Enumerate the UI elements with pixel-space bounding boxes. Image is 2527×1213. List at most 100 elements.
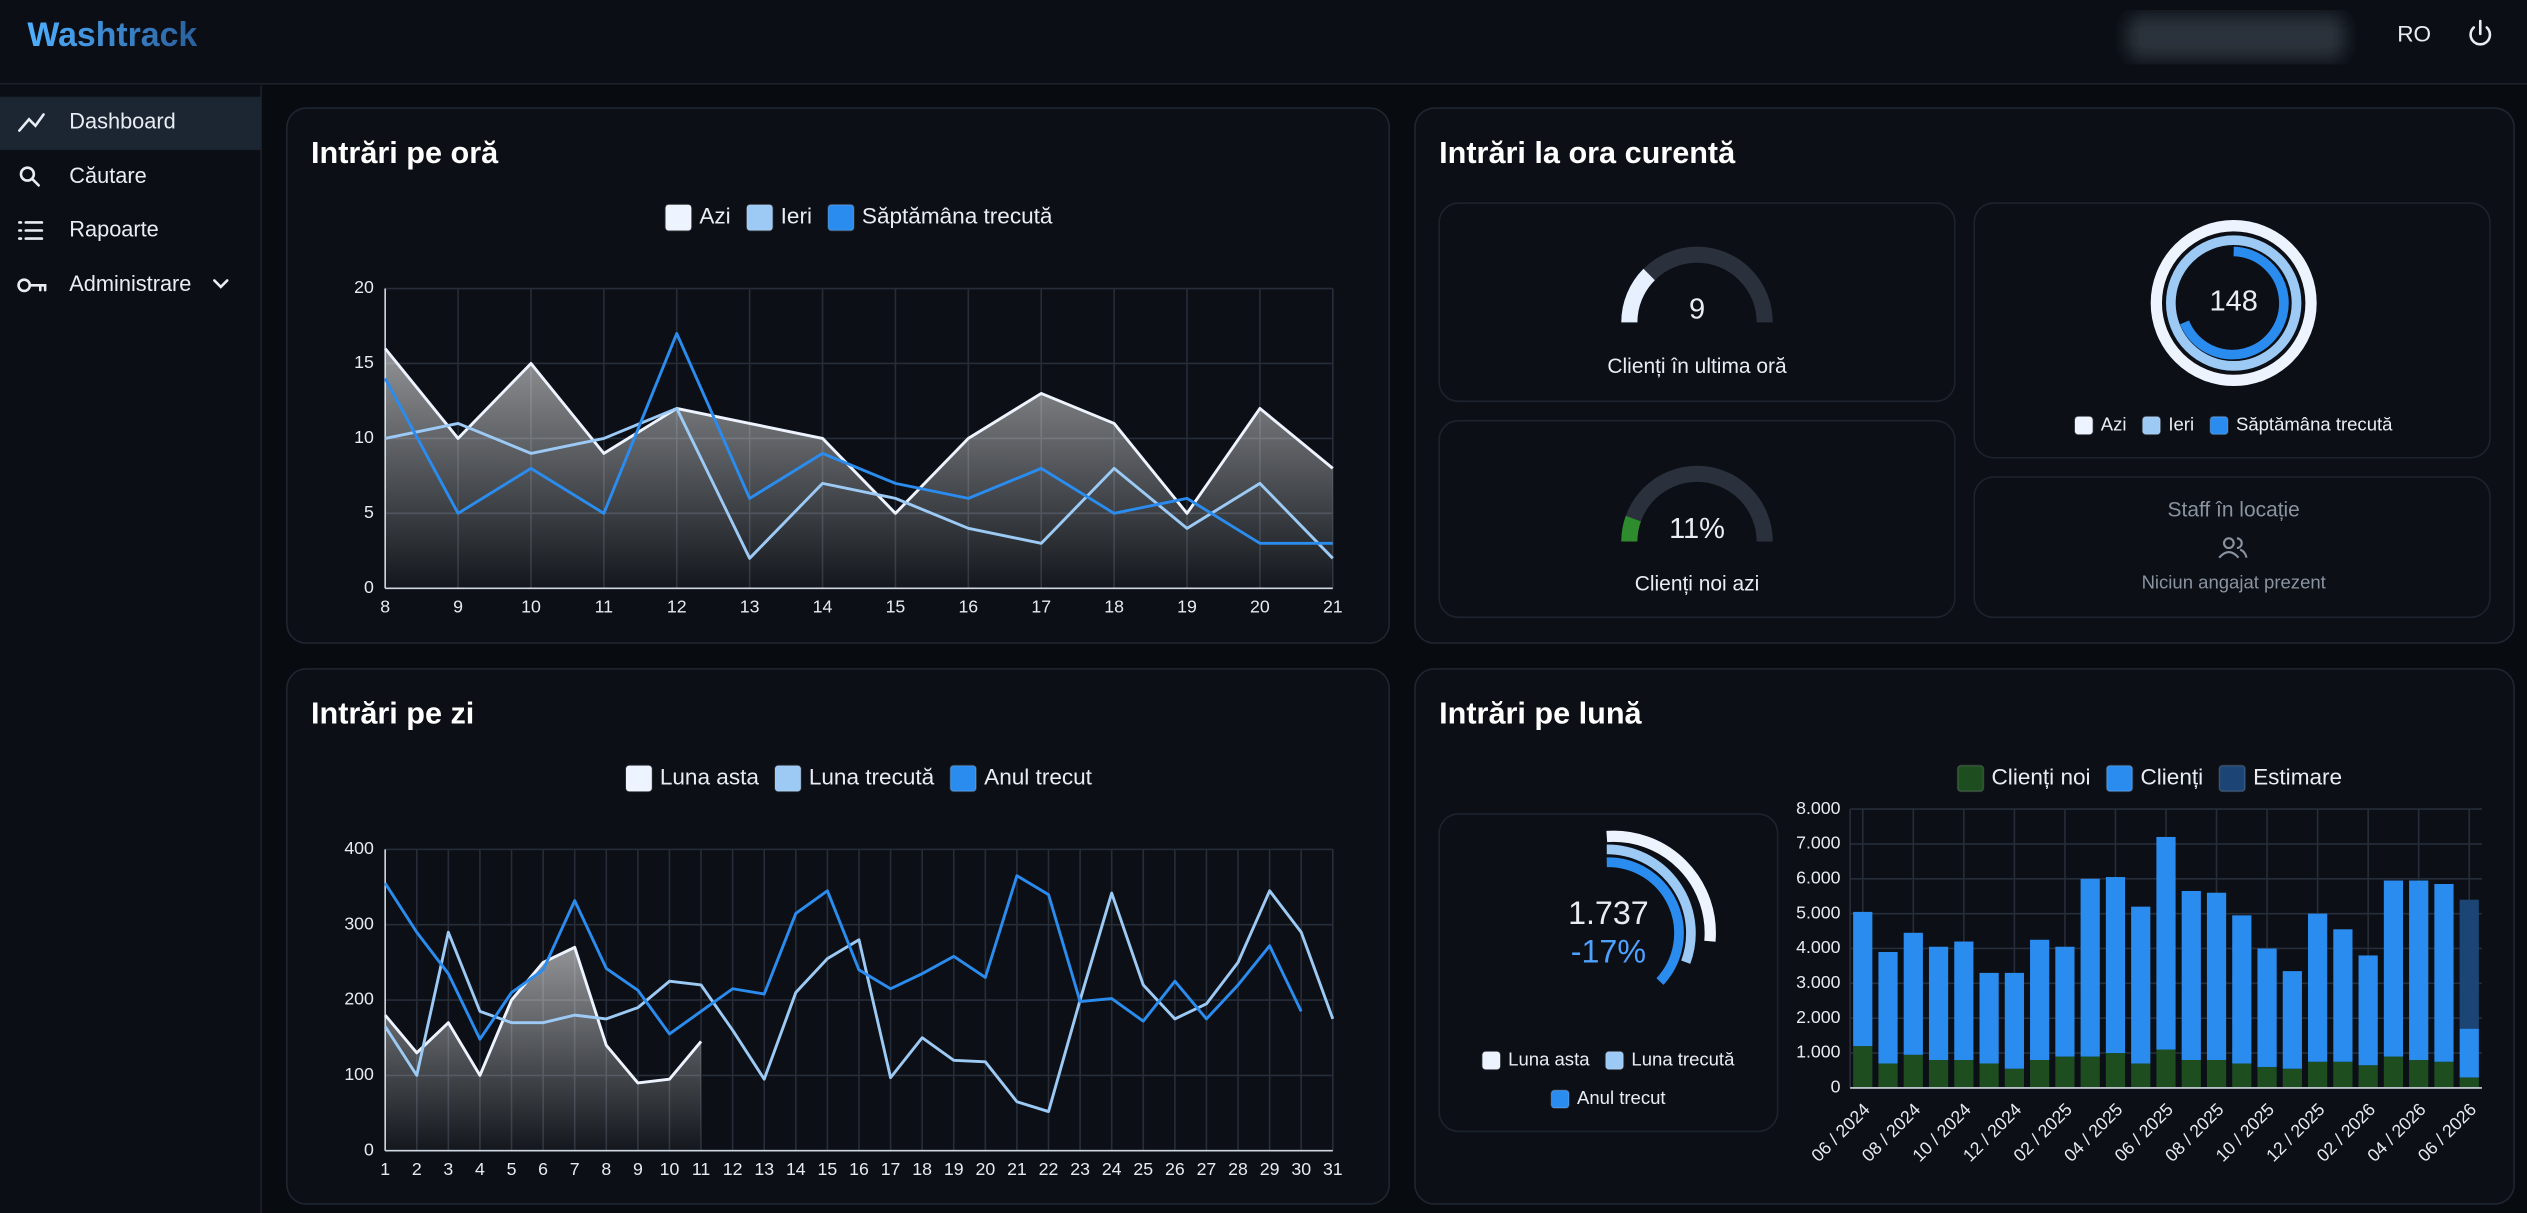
x-tick-label: 25 bbox=[1133, 1159, 1153, 1179]
y-tick-label: 15 bbox=[354, 352, 374, 372]
y-tick-label: 2.000 bbox=[1796, 1007, 1840, 1027]
series-line bbox=[384, 945, 703, 1085]
x-tick-label: 5 bbox=[507, 1159, 517, 1179]
legend-swatch bbox=[625, 764, 653, 793]
legend-swatch bbox=[827, 203, 855, 232]
menu-item[interactable]: Rapoarte bbox=[69, 216, 158, 241]
legend: Azi Ieri Săptămâna trecută bbox=[664, 203, 1053, 232]
bar-segment bbox=[2282, 1068, 2302, 1088]
x-tick-label: 18 bbox=[912, 1159, 932, 1179]
x-tick-label: 15 bbox=[818, 1159, 838, 1179]
x-tick-label: 16 bbox=[958, 596, 978, 616]
x-tick-label: 21 bbox=[1323, 596, 1343, 616]
x-tick-label: 29 bbox=[1260, 1159, 1280, 1179]
legend: Luna asta Luna trecută bbox=[1481, 1048, 1735, 1071]
y-tick-label: 4.000 bbox=[1796, 937, 1840, 957]
x-tick-label: 14 bbox=[786, 1159, 806, 1179]
x-tick-label: 15 bbox=[886, 596, 906, 616]
menu-active bbox=[0, 96, 262, 150]
legend-swatch bbox=[1604, 1050, 1625, 1071]
bar-segment bbox=[2308, 913, 2328, 1062]
y-tick-label: 0 bbox=[364, 1139, 374, 1159]
x-tick-label: 31 bbox=[1323, 1159, 1343, 1179]
legend-swatch bbox=[2209, 415, 2229, 436]
menu-item[interactable]: Căutare bbox=[69, 163, 146, 188]
x-tick-label: 14 bbox=[813, 596, 833, 616]
bar-segment bbox=[2308, 1061, 2328, 1088]
y-tick-label: 20 bbox=[354, 277, 374, 297]
language[interactable]: RO bbox=[2397, 21, 2431, 46]
chart-title: Intrări pe lună bbox=[1439, 697, 1642, 731]
header bbox=[0, 0, 2527, 84]
bar-segment bbox=[2434, 1061, 2454, 1088]
staff-message: Niciun angajat prezent bbox=[2142, 571, 2327, 592]
x-tick-label: 6 bbox=[538, 1159, 548, 1179]
x-tick-label: 18 bbox=[1104, 596, 1124, 616]
x-tick-label: 13 bbox=[740, 596, 760, 616]
ring bbox=[1606, 857, 1684, 985]
series-line bbox=[383, 332, 1333, 545]
y-tick-label: 7.000 bbox=[1796, 833, 1840, 853]
bar-segment bbox=[2055, 946, 2075, 1057]
bar-segment bbox=[2131, 906, 2151, 1064]
legend: Azi Ieri Săptămâna trecută bbox=[2074, 413, 2393, 436]
bar-segment bbox=[2131, 1063, 2151, 1088]
x-tick-label: 8 bbox=[601, 1159, 611, 1179]
y-tick-label: 0 bbox=[364, 577, 374, 597]
x-tick-label: 4 bbox=[475, 1159, 485, 1179]
legend-swatch bbox=[2218, 764, 2246, 793]
bar-segment bbox=[2409, 1060, 2429, 1088]
sidebar bbox=[0, 85, 262, 1213]
x-tick-label: 22 bbox=[1039, 1159, 1059, 1179]
bar-segment bbox=[2459, 899, 2479, 1029]
card bbox=[1973, 202, 2491, 459]
bar-segment bbox=[2156, 1049, 2176, 1088]
legend: Anul trecut bbox=[1550, 1087, 1666, 1109]
legend-swatch bbox=[1481, 1050, 1501, 1071]
series-line bbox=[383, 889, 1335, 1114]
bar-segment bbox=[2282, 971, 2302, 1069]
x-tick-label: 7 bbox=[570, 1159, 580, 1179]
gauge-value: 9 bbox=[1689, 294, 1705, 326]
x-tick-label: 8 bbox=[380, 596, 390, 616]
gauge-fill bbox=[1621, 268, 1656, 323]
legend-swatch bbox=[1550, 1089, 1570, 1109]
menu-item[interactable]: Administrare bbox=[69, 271, 191, 296]
bar-segment bbox=[2459, 1077, 2479, 1088]
menu-item[interactable]: Dashboard bbox=[69, 108, 175, 133]
legend-swatch bbox=[664, 203, 693, 232]
panel-title: Intrări la ora curentă bbox=[1439, 136, 1736, 170]
x-tick-label: 20 bbox=[975, 1159, 995, 1179]
x-tick-label: 9 bbox=[633, 1159, 643, 1179]
bar-segment bbox=[1954, 1060, 1974, 1088]
gauge-track bbox=[1621, 465, 1773, 542]
bar-segment bbox=[2080, 878, 2100, 1057]
legend-label: Azi bbox=[2101, 413, 2127, 434]
ring bbox=[2166, 235, 2302, 371]
y-tick-label: 200 bbox=[344, 989, 374, 1009]
card bbox=[1438, 419, 1956, 619]
bar-segment bbox=[1928, 1060, 1949, 1088]
bar-segment bbox=[2030, 1060, 2050, 1088]
bar-segment bbox=[2434, 884, 2454, 1062]
series-line bbox=[384, 347, 1334, 515]
legend-swatch bbox=[774, 764, 802, 793]
x-tick-label: 16 bbox=[849, 1159, 869, 1179]
bar-segment bbox=[1954, 941, 1974, 1061]
legend-label: Luna trecută bbox=[809, 764, 935, 789]
bar-segment bbox=[2181, 1060, 2201, 1088]
power-button[interactable] bbox=[2469, 19, 2492, 46]
y-tick-label: 10 bbox=[354, 427, 374, 447]
bar-segment bbox=[1853, 1046, 1873, 1088]
legend: Luna asta Luna trecută Anul trecut bbox=[625, 764, 1093, 793]
chart-title: Intrări pe zi bbox=[311, 697, 474, 731]
series-line bbox=[384, 406, 1334, 560]
ring-value: 148 bbox=[2209, 286, 2257, 318]
card bbox=[1438, 813, 1779, 1133]
logo[interactable]: Washtrack bbox=[27, 16, 197, 54]
bar-segment bbox=[1979, 1063, 1999, 1088]
y-tick-label: 0 bbox=[1831, 1077, 1841, 1097]
bar-segment bbox=[2232, 915, 2252, 1064]
x-tick-label: 11 bbox=[595, 596, 613, 616]
